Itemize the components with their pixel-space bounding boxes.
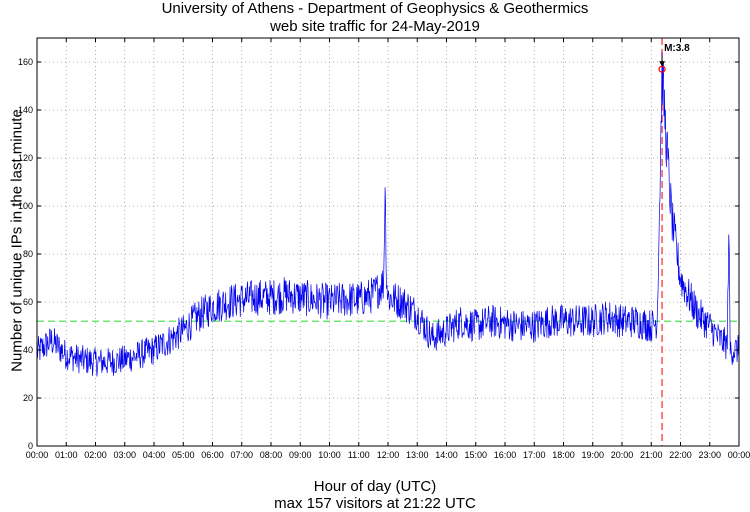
chart-title: University of Athens - Department of Geo… — [161, 0, 589, 17]
y-tick-label: 40 — [23, 345, 33, 355]
x-tick-label: 14:00 — [435, 450, 458, 460]
y-tick-label: 160 — [18, 57, 33, 67]
x-tick-label: 07:00 — [230, 450, 253, 460]
x-tick-label: 03:00 — [113, 450, 136, 460]
x-tick-label: 00:00 — [26, 450, 49, 460]
y-axis-label: Number of unique IPs in the last minute — [8, 109, 26, 372]
marker-arrow-head — [659, 61, 666, 67]
y-tick-label: 80 — [23, 249, 33, 259]
x-tick-label: 09:00 — [289, 450, 312, 460]
y-tick-label: 60 — [23, 297, 33, 307]
y-tick-label: 120 — [18, 153, 33, 163]
x-ticks: 00:00 01:00 02:00 03:00 04:00 05:00 06:00 07:00… — [26, 38, 750, 460]
x-tick-label: 11:00 — [348, 450, 370, 460]
x-tick-label: 02:00 — [84, 450, 107, 460]
chart-subtitle: web site traffic for 24-May-2019 — [270, 18, 480, 35]
x-tick-label: 19:00 — [581, 450, 604, 460]
x-tick-label: 10:00 — [318, 450, 341, 460]
x-tick-label: 00:00 — [728, 450, 750, 460]
x-tick-label: 22:00 — [669, 450, 692, 460]
grid-lines — [37, 38, 739, 446]
x-tick-label: 12:00 — [377, 450, 400, 460]
marker-label: M:3.8 — [664, 43, 690, 54]
x-tick-label: 08:00 — [260, 450, 283, 460]
x-tick-label: 06:00 — [201, 450, 224, 460]
series-group — [36, 52, 740, 377]
x-tick-label: 01:00 — [55, 450, 78, 460]
x-tick-label: 13:00 — [406, 450, 429, 460]
y-ticks: 0 20 40 60 80 100 120 140 160 — [18, 57, 739, 451]
y-tick-label: 0 — [28, 441, 33, 451]
x-tick-label: 18:00 — [552, 450, 575, 460]
x-tick-label: 15:00 — [464, 450, 487, 460]
y-tick-label: 20 — [23, 393, 33, 403]
max-visitors-footer: max 157 visitors at 21:22 UTC — [274, 495, 476, 512]
x-tick-label: 23:00 — [698, 450, 721, 460]
x-tick-label: 17:00 — [523, 450, 546, 460]
x-axis-label: Hour of day (UTC) — [313, 478, 437, 495]
y-tick-label: 140 — [18, 105, 33, 115]
x-tick-label: 05:00 — [172, 450, 195, 460]
x-tick-label: 04:00 — [143, 450, 166, 460]
x-tick-label: 16:00 — [494, 450, 517, 460]
y-tick-label: 100 — [18, 201, 33, 211]
traffic-series-line — [36, 52, 740, 377]
x-tick-label: 21:00 — [640, 450, 663, 460]
x-tick-label: 20:00 — [611, 450, 634, 460]
marker-group: M:3.8 — [658, 43, 690, 73]
